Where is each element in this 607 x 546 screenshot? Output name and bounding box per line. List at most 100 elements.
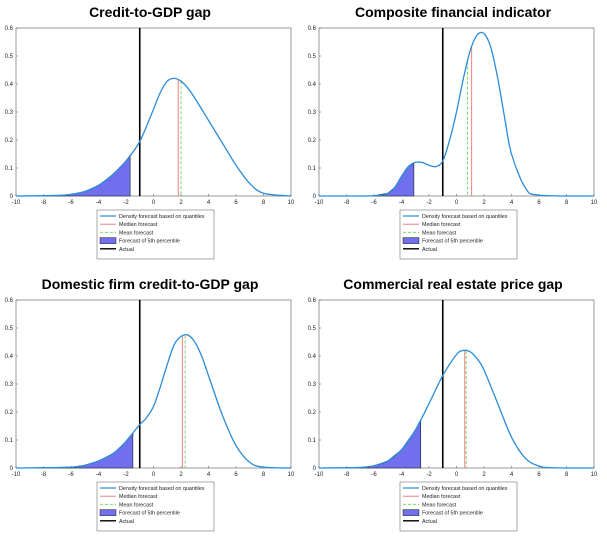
y-tick-label: 0	[10, 466, 14, 472]
x-tick-label: 10	[288, 200, 295, 206]
x-tick-label: 0	[455, 200, 459, 206]
x-tick-label: -6	[68, 472, 74, 478]
x-tick-label: 2	[482, 472, 486, 478]
legend-fill-symbol	[402, 509, 420, 516]
y-tick-label: 0.2	[308, 410, 317, 416]
y-tick-label: 0.5	[5, 54, 14, 60]
y-tick-label: 0.1	[5, 438, 14, 444]
x-tick-label: -10	[315, 200, 324, 206]
x-tick-label: -10	[12, 200, 21, 206]
chart-svg: -10 -8 -6 -4 -2 0 2 4 6 8 10 0 0.1 0.2 0.3 0.4 0.5 0.6 Den…	[308, 298, 598, 532]
x-tick-label: 8	[262, 200, 266, 206]
legend-label: Actual	[422, 247, 437, 253]
x-tick-label: 0	[152, 472, 156, 478]
legend-label: Actual	[422, 519, 437, 525]
y-tick-label: 0.6	[5, 26, 14, 32]
chart-panel-2: Composite financial indicator -10 -8 -6 -4-…	[303, 0, 603, 268]
legend-label: Median forecast	[422, 222, 461, 228]
x-tick-label: -6	[68, 200, 74, 206]
y-tick-label: 0.2	[5, 410, 14, 416]
plot-area	[15, 299, 292, 469]
x-tick-label: -6	[371, 472, 377, 478]
legend-label: Median forecast	[119, 494, 158, 500]
y-tick-label: 0.6	[308, 298, 317, 304]
plot-area	[15, 27, 292, 197]
legend-label: Density forecast based on quantiles	[119, 486, 205, 492]
y-tick-label: 0	[313, 466, 317, 472]
y-tick-label: 0.6	[5, 298, 14, 304]
legend-label: Mean forecast	[119, 502, 154, 508]
x-tick-label: -2	[123, 200, 129, 206]
x-tick-label: 4	[207, 472, 211, 478]
y-tick-label: 0.1	[5, 166, 14, 172]
x-tick-label: 4	[207, 200, 211, 206]
legend-label: Forecast of 5th percentile	[119, 511, 180, 517]
x-tick-label: 8	[565, 472, 569, 478]
y-tick-label: 0.5	[308, 326, 317, 332]
legend-label: Mean forecast	[119, 230, 154, 236]
density-line	[318, 349, 595, 469]
legend-label: Mean forecast	[422, 230, 457, 236]
legend-label: Median forecast	[119, 222, 158, 228]
legend-box	[399, 481, 518, 532]
y-tick-label: 0.3	[308, 382, 317, 388]
x-tick-label: 6	[234, 472, 238, 478]
x-tick-label: 10	[288, 472, 295, 478]
legend-label: Density forecast based on quantiles	[422, 214, 508, 220]
x-tick-label: -10	[315, 472, 324, 478]
x-tick-label: -10	[12, 472, 21, 478]
x-tick-label: -2	[123, 472, 129, 478]
legend-label: Forecast of 5th percentile	[119, 239, 180, 245]
x-tick-label: -8	[344, 472, 350, 478]
y-tick-label: 0.3	[308, 110, 317, 116]
chart-title: Credit-to-GDP gap	[89, 4, 211, 20]
chart-panel-1: Credit-to-GDP gap -10 -8 -6 -4 -2 0 2 4 6 8 10 0 0.1…	[0, 0, 300, 268]
x-tick-label: 8	[565, 200, 569, 206]
plot-area	[318, 299, 595, 469]
chart-title: Domestic firm credit-to-GDP gap	[41, 276, 259, 292]
y-tick-label: 0	[313, 194, 317, 200]
legend-symbol	[99, 237, 117, 244]
y-tick-label: 0.5	[5, 326, 14, 332]
x-tick-label: -6	[371, 200, 377, 206]
legend-label: Forecast of 5th percentile	[422, 239, 483, 245]
x-tick-label: -8	[41, 200, 47, 206]
legend-label: Actual	[119, 519, 134, 525]
x-tick-label: 6	[234, 200, 238, 206]
x-tick-label: -2	[426, 472, 432, 478]
chart-svg: -10 -8 -6 -4 -2 0 2 4 6 8 10 0 0.1 0.2 0.3 0.4 0.5 0.6 Den…	[5, 298, 295, 532]
density-line	[318, 31, 595, 197]
legend-fill-symbol	[99, 237, 117, 244]
y-tick-label: 0	[10, 194, 14, 200]
chart-panel-3: Domestic firm credit-to-GDP gap -10 -8 -6-…	[0, 272, 300, 540]
y-tick-label: 0.4	[5, 82, 14, 88]
x-tick-label: -4	[96, 200, 102, 206]
legend-box	[399, 209, 518, 260]
x-tick-label: -4	[96, 472, 102, 478]
y-tick-label: 0.5	[308, 54, 317, 60]
legend-label: Density forecast based on quantiles	[119, 214, 205, 220]
x-tick-label: 10	[591, 472, 598, 478]
legend-label: Median forecast	[422, 494, 461, 500]
legend-label: Actual	[119, 247, 134, 253]
chart-title: Composite financial indicator	[354, 4, 552, 20]
y-tick-label: 0.1	[308, 438, 317, 444]
x-tick-label: 8	[262, 472, 266, 478]
x-tick-label: 2	[179, 200, 183, 206]
x-tick-label: 4	[510, 200, 514, 206]
chart-title: Commercial real estate price gap	[343, 276, 563, 292]
y-tick-label: 0.4	[5, 354, 14, 360]
legend-box	[96, 481, 215, 532]
legend-symbol	[402, 509, 420, 516]
y-tick-label: 0.2	[308, 138, 317, 144]
chart-svg: -10 -8 -6 -4 -2 0 2 4 6 8 10 0 0.1 0.2 0.3 0.4 0.5 0.6 Den…	[308, 26, 598, 260]
legend-symbol	[402, 237, 420, 244]
chart-panel-4: Commercial real estate price gap -10 -8 -6…	[303, 272, 603, 540]
y-tick-label: 0.6	[308, 26, 317, 32]
x-tick-label: -2	[426, 200, 432, 206]
x-tick-label: -4	[399, 472, 405, 478]
y-tick-label: 0.2	[5, 138, 14, 144]
x-tick-label: 6	[537, 200, 541, 206]
y-tick-label: 0.4	[308, 354, 317, 360]
legend-fill-symbol	[402, 237, 420, 244]
